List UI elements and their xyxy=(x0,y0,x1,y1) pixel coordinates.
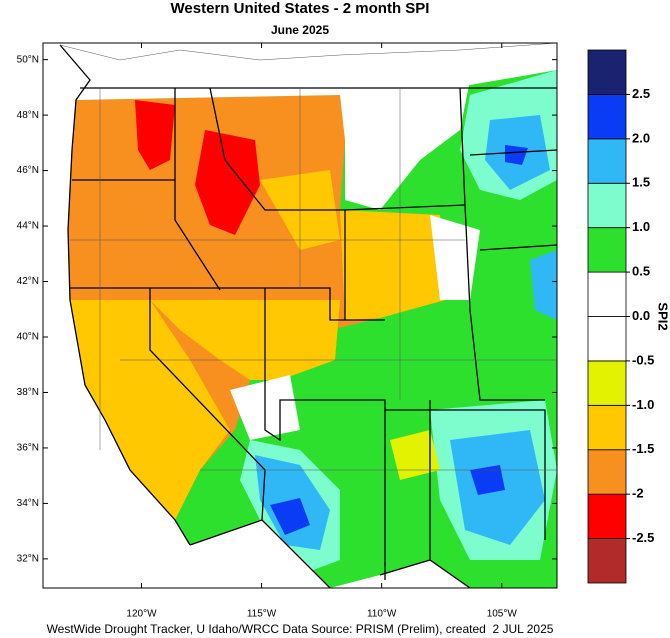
colorbar-bin xyxy=(587,404,627,451)
county-border xyxy=(59,43,557,61)
colorbar-bin xyxy=(587,449,627,495)
lat-label: 40°N xyxy=(17,332,39,343)
lat-label: 32°N xyxy=(17,554,39,565)
colorbar-label: -2 xyxy=(632,486,644,501)
ocean xyxy=(43,43,190,588)
spi-region xyxy=(195,130,260,235)
colorbar-bin xyxy=(587,316,627,362)
state-border xyxy=(149,288,266,521)
state-border xyxy=(174,88,221,291)
colorbar-bin xyxy=(587,182,627,229)
lat-label: 34°N xyxy=(17,498,39,509)
state-border xyxy=(264,288,386,580)
colorbar-label: 0.0 xyxy=(632,308,650,323)
colorbar-label: 1.5 xyxy=(632,175,650,190)
colorbar-label: 2.0 xyxy=(632,130,650,145)
non-us-area xyxy=(380,560,470,588)
colorbar-bin xyxy=(587,538,627,584)
lat-label: 46°N xyxy=(17,165,39,176)
spi-region xyxy=(270,498,310,535)
colorbar-bin xyxy=(587,138,627,184)
lat-label: 50°N xyxy=(17,54,39,65)
state-border xyxy=(344,204,545,401)
title: Western United States - 2 month SPI xyxy=(171,0,430,17)
lat-label: 44°N xyxy=(17,221,39,232)
state-border xyxy=(469,149,557,156)
lon-label: 105°W xyxy=(487,609,518,620)
lat-label: 42°N xyxy=(17,276,39,287)
spi-region xyxy=(505,145,528,165)
colorbar-bin xyxy=(587,49,627,95)
state-border xyxy=(385,409,546,540)
state-border xyxy=(459,87,466,206)
colorbar-bin xyxy=(587,271,627,317)
non-us-area xyxy=(43,43,557,100)
spi-region xyxy=(135,100,175,170)
colorbar-label: 1.0 xyxy=(632,219,650,234)
spi-region xyxy=(340,80,470,210)
colorbar-bin xyxy=(587,227,627,273)
colorbar-bin xyxy=(587,360,627,406)
colorbar-label: 0.5 xyxy=(632,264,650,279)
colorbar-label: -1.5 xyxy=(632,441,654,456)
lon-label: 120°W xyxy=(126,609,157,620)
lat-label: 48°N xyxy=(17,110,39,121)
colorbar-label: -1.0 xyxy=(632,397,654,412)
colorbar-label: 2.5 xyxy=(632,86,650,101)
colorbar-bin xyxy=(587,94,627,140)
colorbar-label: -0.5 xyxy=(632,352,654,367)
lat-label: 38°N xyxy=(17,387,39,398)
lat-label: 36°N xyxy=(17,443,39,454)
footer: WestWide Drought Tracker, U Idaho/WRCC D… xyxy=(47,622,554,636)
map-area xyxy=(43,43,557,588)
spi-region xyxy=(70,300,230,520)
lon-label: 110°W xyxy=(367,609,397,620)
spi-region xyxy=(430,215,480,300)
subtitle: June 2025 xyxy=(271,23,329,37)
coastline xyxy=(59,44,191,546)
state-border xyxy=(209,87,345,211)
spi-region xyxy=(390,430,440,480)
lon-label: 115°W xyxy=(247,609,277,620)
colorbar-label: -2.5 xyxy=(632,530,654,545)
spi-region xyxy=(340,210,445,320)
spi-region xyxy=(470,465,505,495)
non-us-area xyxy=(190,520,330,588)
colorbar-title: SPI2 xyxy=(656,302,670,330)
spi-region xyxy=(530,250,557,320)
state-border xyxy=(479,244,557,251)
map-frame xyxy=(42,42,558,589)
state-border xyxy=(70,287,385,321)
colorbar-bin xyxy=(587,493,627,539)
